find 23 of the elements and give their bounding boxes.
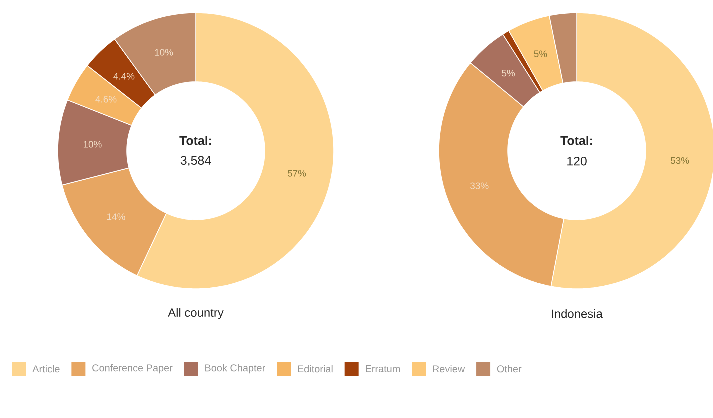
data-label: 5% [534, 50, 548, 58]
data-label: 33% [470, 182, 489, 190]
data-label: 5% [502, 70, 516, 77]
text: Total: [180, 136, 212, 146]
legend-label: Conference Paper [92, 364, 173, 374]
data-label: 57% [288, 170, 306, 177]
legend-label: Editorial [298, 365, 333, 373]
data-label: 10% [84, 141, 102, 148]
legend-label: Article [32, 365, 60, 373]
data-label: 4.4% [114, 73, 135, 80]
data-label: 4.6% [96, 96, 117, 103]
legend-label: Erratum [366, 366, 400, 372]
data-label: 14% [108, 214, 126, 220]
legend-label: Review [433, 365, 466, 373]
text: Indonesia [552, 309, 603, 318]
text: 120 [568, 156, 587, 166]
data-label: 53% [670, 157, 690, 164]
legend-label: Other [497, 365, 522, 373]
text: All country [168, 308, 224, 320]
text: 3,584 [180, 156, 212, 166]
data-label: 10% [155, 49, 174, 56]
text: Total: [560, 136, 592, 146]
legend-label: Book Chapter [206, 364, 266, 374]
